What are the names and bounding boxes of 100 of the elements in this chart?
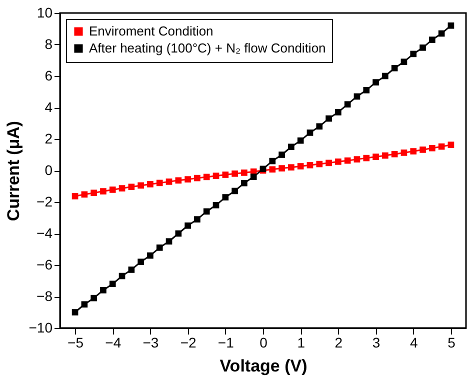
y-tick-label: 6 (44, 68, 53, 84)
point (326, 115, 332, 122)
x-tick-label: −1 (218, 334, 234, 350)
point (420, 146, 426, 153)
point (382, 152, 388, 159)
point (81, 191, 88, 198)
y-tick-label: 8 (44, 36, 53, 52)
point (448, 22, 454, 29)
point (232, 188, 238, 194)
point (156, 244, 163, 251)
point (90, 190, 97, 196)
point (335, 158, 342, 165)
y-tick-label: −4 (36, 225, 53, 241)
y-tick-label: −8 (36, 288, 53, 304)
point (438, 30, 445, 37)
point (410, 148, 417, 154)
point (372, 79, 379, 86)
point (81, 301, 88, 308)
point (72, 193, 78, 200)
point (382, 72, 388, 80)
point (241, 180, 248, 186)
point (138, 182, 144, 189)
y-tick-label: 4 (44, 99, 53, 115)
legend-label: After heating (100°C) + N₂ flow Condition (89, 40, 326, 56)
point (297, 137, 304, 144)
point (354, 156, 360, 162)
point (175, 230, 182, 237)
y-tick-label: 0 (44, 162, 53, 178)
point (109, 186, 116, 193)
point (326, 160, 332, 166)
point (90, 294, 97, 302)
point (363, 87, 370, 94)
point (166, 178, 172, 185)
x-tick-label: −3 (142, 334, 159, 350)
point (194, 216, 200, 222)
x-tick-label: 4 (410, 334, 418, 350)
point (400, 58, 408, 65)
point (391, 64, 398, 72)
point (316, 123, 323, 130)
point (109, 280, 116, 288)
point (448, 142, 454, 148)
y-tick-label: −6 (36, 256, 53, 272)
point (400, 150, 408, 156)
x-tick-label: −5 (68, 334, 84, 350)
x-tick-label: −2 (180, 334, 197, 350)
point (316, 160, 323, 168)
point (203, 174, 210, 180)
point (100, 188, 106, 194)
point (212, 202, 220, 208)
x-tick-label: 3 (372, 334, 380, 350)
point (128, 184, 135, 190)
x-tick-label: 5 (448, 334, 456, 350)
point (297, 163, 304, 170)
point (410, 50, 417, 58)
point (175, 177, 182, 184)
y-tick-label: 2 (44, 130, 53, 146)
point (372, 154, 379, 160)
point (138, 258, 144, 266)
point (288, 164, 294, 171)
point (118, 185, 126, 192)
legend-label: Enviroment Condition (89, 24, 214, 38)
point (269, 158, 276, 164)
point (278, 165, 285, 172)
point (222, 172, 229, 178)
point (147, 181, 154, 188)
point (128, 266, 135, 273)
point (222, 194, 229, 200)
point (344, 101, 351, 108)
x-tick-label: −4 (105, 334, 122, 350)
point (438, 143, 445, 150)
point (72, 309, 78, 316)
point (420, 44, 426, 51)
point (194, 174, 200, 182)
point (147, 252, 154, 259)
point (156, 180, 163, 186)
point (344, 157, 351, 164)
point (232, 170, 238, 177)
point (166, 238, 172, 245)
point (354, 93, 360, 100)
y-axis-title: Current (μA) (4, 120, 23, 222)
point (184, 222, 191, 229)
x-axis-title: Voltage (V) (220, 356, 308, 376)
point (391, 150, 398, 158)
point (269, 166, 276, 173)
x-tick-label: 2 (334, 334, 343, 350)
point (306, 162, 314, 168)
point (278, 152, 285, 158)
point (212, 172, 220, 180)
point (429, 36, 436, 43)
y-tick-label: −10 (28, 320, 53, 336)
x-tick-label: 1 (297, 334, 306, 350)
point (241, 170, 248, 176)
point (100, 287, 106, 294)
y-tick-label: −2 (36, 194, 53, 210)
point (118, 272, 126, 280)
point (335, 109, 342, 116)
point (306, 130, 314, 136)
point (363, 154, 370, 162)
y-tick-label: 10 (36, 4, 53, 20)
point (429, 144, 436, 152)
